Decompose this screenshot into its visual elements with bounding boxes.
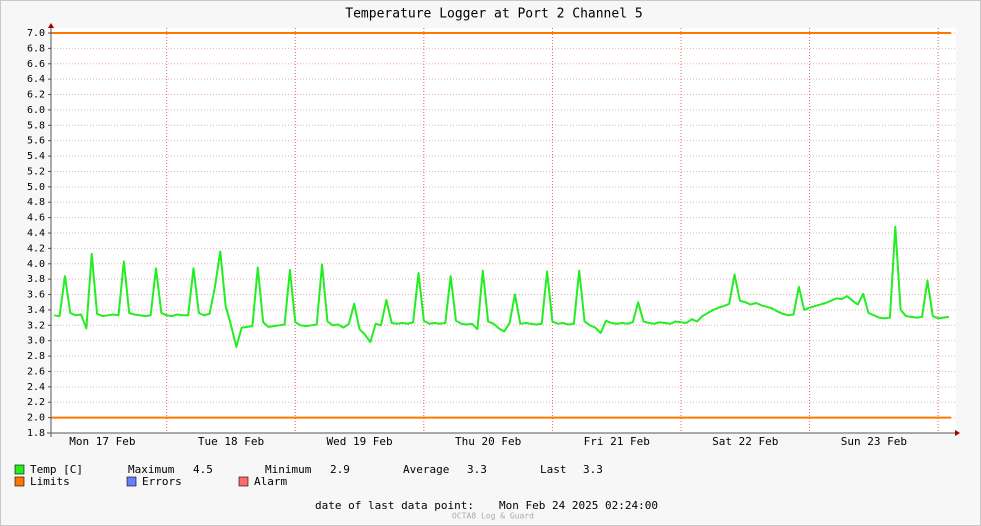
y-tick-label: 5.6 [27,136,45,147]
y-tick-label: 6.0 [27,105,45,116]
y-tick-label: 5.0 [27,182,45,193]
x-tick-label: Wed 19 Feb [326,435,392,448]
y-tick-label: 3.2 [27,320,45,331]
x-tick-label: Thu 20 Feb [455,435,521,448]
series-line [54,225,950,348]
y-tick-label: 4.0 [27,259,45,270]
y-tick-label: 3.4 [27,305,45,316]
credit: OCTA8 Log & Guard [452,512,534,521]
x-tick-label: Sat 22 Feb [712,435,778,448]
legend-label: Temp [C] [30,463,83,476]
legend-label: Errors [142,475,182,488]
stat-value: 3.3 [583,463,603,476]
legend-label: Limits [30,475,70,488]
y-tick-label: 2.0 [27,413,45,424]
x-tick-label: Mon 17 Feb [69,435,135,448]
y-tick-label: 5.8 [27,120,45,131]
y-tick-label: 4.6 [27,213,45,224]
legend-swatch [14,476,25,487]
y-tick-label: 4.4 [27,228,45,239]
legend-swatch [126,476,137,487]
y-tick-label: 2.2 [27,397,45,408]
x-tick-label: Sun 23 Feb [841,435,907,448]
stat-label: Minimum [265,463,312,476]
y-tick-label: 3.8 [27,274,45,285]
plot-area [51,28,956,433]
stat-value: 3.3 [467,463,487,476]
stat-label: Last [540,463,567,476]
legend-label: Alarm [254,475,287,488]
x-tick-label: Tue 18 Feb [198,435,264,448]
y-tick-label: 7.0 [27,28,45,39]
y-tick-label: 6.2 [27,90,45,101]
stat-label: Maximum [128,463,175,476]
legend-swatch [238,476,249,487]
stat-value: 4.5 [193,463,213,476]
y-tick-label: 6.4 [27,74,45,85]
x-axis-arrow [955,430,960,436]
stat-label: Average [403,463,449,476]
y-tick-label: 6.8 [27,43,45,54]
y-tick-label: 1.8 [27,428,45,439]
y-tick-label: 6.6 [27,59,45,70]
chart-title: Temperature Logger at Port 2 Channel 5 [345,7,642,22]
last-update-label: date of last data point: [315,499,474,512]
y-axis-arrow [48,23,54,28]
y-tick-label: 4.8 [27,197,45,208]
y-tick-label: 5.2 [27,166,45,177]
legend-swatch [14,464,25,475]
y-tick-label: 2.6 [27,366,45,377]
stat-value: 2.9 [330,463,350,476]
y-tick-label: 4.2 [27,243,45,254]
y-tick-label: 5.4 [27,151,45,162]
y-tick-label: 2.8 [27,351,45,362]
x-tick-label: Fri 21 Feb [584,435,650,448]
last-update: Mon Feb 24 2025 02:24:00 [499,499,658,512]
y-tick-label: 3.0 [27,336,45,347]
y-tick-label: 3.6 [27,290,45,301]
y-tick-label: 2.4 [27,382,45,393]
